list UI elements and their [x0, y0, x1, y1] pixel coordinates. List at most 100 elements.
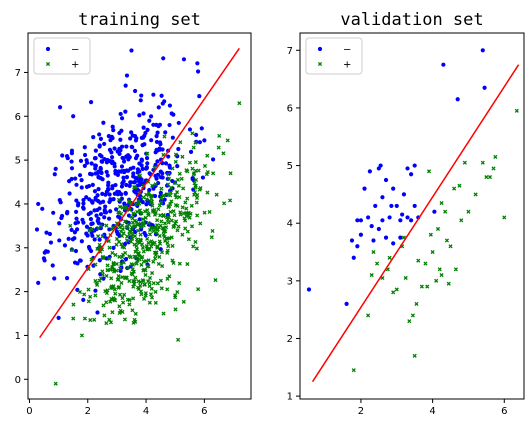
positive-point [131, 320, 136, 325]
negative-point [167, 163, 172, 168]
positive-point [177, 281, 182, 286]
plot-area [299, 32, 525, 400]
negative-point [132, 134, 138, 139]
positive-point [133, 224, 138, 229]
positive-point [160, 225, 165, 231]
positive-point [173, 159, 178, 164]
positive-point [466, 209, 471, 214]
negative-point [72, 230, 78, 235]
negative-point [92, 189, 98, 194]
negative-point [86, 183, 92, 189]
positive-point [175, 228, 180, 233]
positive-point [228, 171, 233, 176]
legend: −+ [305, 37, 363, 75]
positive-point [143, 272, 148, 278]
y-tick-label: 5 [15, 156, 21, 167]
positive-point [82, 316, 87, 321]
positive-point [117, 304, 122, 309]
negative-point [57, 221, 62, 226]
positive-point [196, 287, 201, 292]
positive-point [131, 211, 136, 216]
legend-box [305, 37, 363, 75]
negative-point [391, 186, 396, 191]
positive-point [157, 254, 162, 260]
negative-point [109, 159, 114, 164]
negative-point [376, 226, 381, 232]
negative-point [115, 172, 121, 177]
positive-point [195, 213, 200, 218]
positive-point [120, 309, 125, 314]
x-tick-label: 6 [501, 406, 507, 417]
positive-point [88, 318, 93, 323]
negative-point [138, 98, 143, 103]
positive-point [101, 303, 106, 308]
negative-point [175, 163, 180, 169]
positive-point [169, 218, 174, 223]
positive-point [184, 206, 189, 211]
negative-point [72, 260, 78, 265]
positive-point [127, 198, 132, 203]
negative-point [123, 256, 129, 262]
negative-point [144, 156, 150, 161]
positive-point [93, 293, 98, 298]
negative-point [151, 186, 156, 191]
negative-point [455, 97, 460, 102]
positive-point [133, 249, 138, 254]
negative-point [351, 255, 356, 260]
positive-point [178, 140, 183, 145]
positive-point [133, 202, 139, 207]
positive-point [351, 368, 356, 373]
negative-point [140, 166, 145, 171]
positive-point [437, 267, 442, 272]
negative-point [163, 130, 168, 135]
negative-point [369, 223, 374, 229]
positive-point [89, 227, 95, 232]
negative-point [144, 151, 149, 156]
positive-point [88, 294, 93, 299]
positive-point [171, 209, 176, 214]
positive-point [153, 182, 158, 187]
positive-point [135, 209, 140, 214]
positive-point [185, 261, 190, 267]
negative-point [129, 180, 134, 185]
positive-point [371, 249, 376, 255]
positive-point [162, 134, 167, 139]
positive-point [108, 320, 114, 325]
positive-point [175, 203, 180, 208]
negative-point [119, 169, 124, 174]
positive-point [142, 282, 147, 287]
positive-point [158, 213, 163, 218]
negative-point [441, 62, 446, 67]
negative-point [91, 135, 96, 140]
positive-point [210, 228, 215, 234]
negative-point [102, 156, 107, 162]
positive-point [114, 236, 120, 242]
positive-point [194, 246, 199, 251]
negative-point [81, 206, 86, 211]
positive-point [141, 195, 146, 200]
negative-point [71, 114, 76, 119]
positive-point [165, 182, 171, 187]
positive-point [140, 245, 145, 250]
negative-point [98, 136, 104, 141]
positive-point [150, 203, 155, 208]
positive-point [162, 221, 167, 226]
positive-point [127, 297, 132, 303]
positive-point [158, 278, 163, 283]
negative-point [128, 136, 133, 141]
positive-point [145, 208, 150, 213]
positive-point [194, 200, 199, 205]
positive-point [175, 289, 180, 295]
positive-point [151, 229, 156, 234]
negative-point [160, 101, 165, 106]
positive-point [174, 190, 180, 195]
positive-point [104, 321, 109, 326]
positive-point [214, 192, 219, 197]
positive-point [104, 273, 109, 278]
positive-point [120, 255, 125, 260]
positive-point [86, 299, 91, 304]
negative-point [112, 146, 117, 151]
negative-point [389, 203, 394, 209]
positive-point [181, 299, 186, 304]
